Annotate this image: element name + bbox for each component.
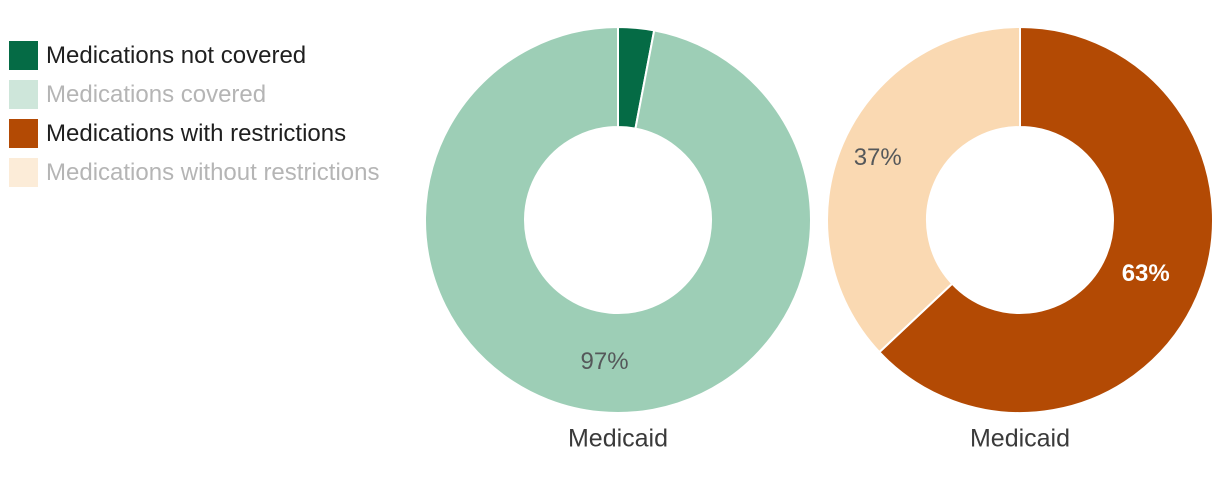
chart-title-right: Medicaid (969, 424, 1071, 453)
donut-chart-left (424, 26, 812, 414)
donut-chart-right (826, 26, 1214, 414)
pie-slice-medications-without-restrictions (826, 26, 1021, 354)
legend-swatch-not-covered (9, 41, 38, 70)
data-label-covered: 97% (580, 348, 629, 376)
legend-item-with-restrictions[interactable]: Medications with restrictions (9, 119, 379, 148)
legend-item-not-covered[interactable]: Medications not covered (9, 41, 379, 70)
data-label-without-restrictions: 37% (853, 144, 902, 172)
pie-slice-medications-covered (424, 26, 812, 414)
legend-item-label: Medications with restrictions (46, 120, 347, 147)
legend: Medications not covered Medications cove… (9, 41, 379, 187)
pie-slice-medications-with-restrictions (878, 26, 1214, 414)
legend-item-label: Medications covered (46, 81, 267, 108)
legend-item-label: Medications not covered (46, 42, 307, 69)
legend-item-label: Medications without restrictions (46, 159, 380, 186)
legend-item-without-restrictions[interactable]: Medications without restrictions (9, 158, 379, 187)
legend-swatch-without-restrictions (9, 158, 38, 187)
legend-item-covered[interactable]: Medications covered (9, 80, 379, 109)
legend-swatch-with-restrictions (9, 119, 38, 148)
data-label-with-restrictions: 63% (1121, 260, 1170, 288)
legend-swatch-covered (9, 80, 38, 109)
chart-title-left: Medicaid (567, 424, 669, 453)
